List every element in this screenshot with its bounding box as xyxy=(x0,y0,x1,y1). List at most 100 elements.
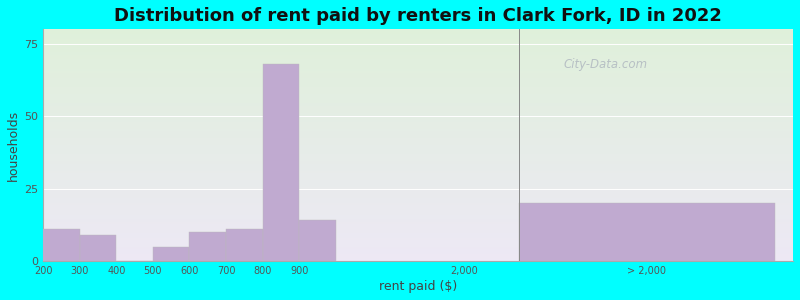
Bar xyxy=(43,46,793,48)
Bar xyxy=(43,129,793,131)
Title: Distribution of rent paid by renters in Clark Fork, ID in 2022: Distribution of rent paid by renters in … xyxy=(114,7,722,25)
Bar xyxy=(43,62,793,64)
Bar xyxy=(43,201,793,203)
Bar xyxy=(43,150,793,152)
Bar xyxy=(262,64,299,261)
Bar xyxy=(43,222,793,224)
Bar xyxy=(43,166,793,168)
Bar xyxy=(43,226,793,229)
Bar xyxy=(43,210,793,212)
Bar xyxy=(43,52,793,55)
Bar xyxy=(43,115,793,117)
Bar xyxy=(80,235,116,261)
Bar xyxy=(43,106,793,108)
Bar xyxy=(43,157,793,159)
Bar xyxy=(43,134,793,136)
Bar xyxy=(43,191,793,194)
Bar xyxy=(43,117,793,120)
Bar xyxy=(43,189,793,191)
Bar xyxy=(43,82,793,85)
Bar xyxy=(43,219,793,222)
Bar xyxy=(43,66,793,69)
Bar xyxy=(43,242,793,245)
Bar xyxy=(43,38,793,41)
Bar xyxy=(43,92,793,94)
Bar xyxy=(43,259,793,261)
Bar xyxy=(43,238,793,240)
Bar xyxy=(43,78,793,80)
Bar xyxy=(43,87,793,89)
Bar xyxy=(43,43,793,46)
Bar xyxy=(43,34,793,36)
Bar xyxy=(43,178,793,180)
Bar xyxy=(43,136,793,138)
Bar xyxy=(43,140,793,143)
Bar xyxy=(43,184,793,187)
Bar xyxy=(43,245,793,247)
Bar xyxy=(43,32,793,34)
Bar xyxy=(43,208,793,210)
Bar xyxy=(43,71,793,73)
Bar xyxy=(153,247,190,261)
Bar xyxy=(43,124,793,127)
Y-axis label: households: households xyxy=(7,110,20,181)
Bar xyxy=(43,168,793,171)
Bar xyxy=(43,110,793,113)
Bar xyxy=(43,76,793,78)
Bar xyxy=(43,41,793,43)
Bar xyxy=(43,103,793,106)
Bar xyxy=(43,199,793,201)
Bar xyxy=(43,85,793,87)
Bar xyxy=(43,154,793,157)
Bar xyxy=(43,206,793,208)
Bar xyxy=(43,145,793,148)
Bar xyxy=(43,224,793,226)
Bar xyxy=(43,143,793,145)
Bar xyxy=(43,240,793,242)
Bar xyxy=(43,97,793,99)
Bar xyxy=(43,69,793,71)
Bar xyxy=(190,232,226,261)
Bar xyxy=(43,113,793,115)
Bar xyxy=(43,36,793,38)
Bar xyxy=(43,203,793,206)
Bar xyxy=(43,182,793,184)
Bar xyxy=(43,55,793,57)
Bar xyxy=(299,220,336,261)
Bar xyxy=(43,252,793,254)
X-axis label: rent paid ($): rent paid ($) xyxy=(379,280,458,293)
Text: City-Data.com: City-Data.com xyxy=(563,58,648,70)
Bar xyxy=(43,173,793,175)
Bar xyxy=(43,236,793,238)
Bar xyxy=(43,127,793,129)
Bar xyxy=(43,233,793,236)
Bar xyxy=(43,101,793,104)
Bar xyxy=(43,59,793,62)
Bar xyxy=(43,254,793,256)
Bar xyxy=(43,161,793,164)
Bar xyxy=(43,175,793,178)
Bar xyxy=(518,203,774,261)
Bar xyxy=(43,171,793,173)
Bar xyxy=(43,57,793,59)
Bar xyxy=(226,229,262,261)
Bar xyxy=(43,80,793,83)
Bar xyxy=(43,29,793,32)
Bar xyxy=(43,215,793,217)
Bar xyxy=(43,194,793,196)
Bar xyxy=(43,231,793,233)
Bar xyxy=(43,229,80,261)
Bar xyxy=(43,247,793,249)
Bar xyxy=(43,89,793,92)
Bar xyxy=(43,187,793,189)
Bar xyxy=(43,180,793,182)
Bar xyxy=(43,120,793,122)
Bar xyxy=(43,73,793,76)
Bar xyxy=(43,99,793,101)
Bar xyxy=(43,108,793,110)
Bar xyxy=(43,48,793,50)
Bar xyxy=(43,64,793,66)
Bar xyxy=(43,159,793,161)
Bar xyxy=(43,138,793,140)
Bar xyxy=(43,122,793,124)
